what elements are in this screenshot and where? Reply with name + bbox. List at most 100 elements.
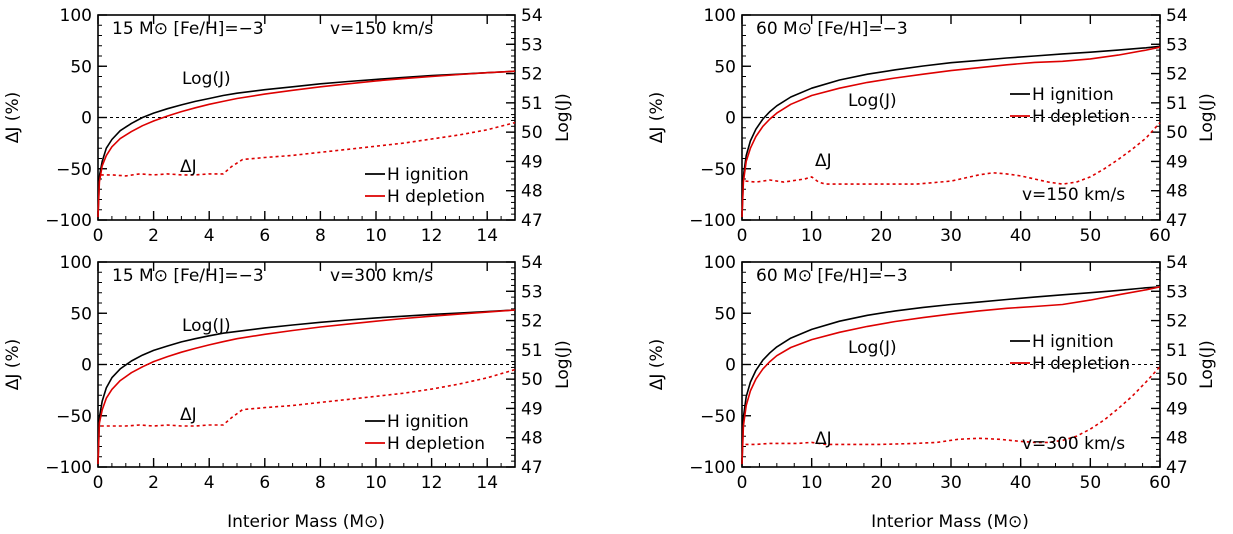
y2-tick-label: 53: [521, 35, 543, 55]
annotation-logj: Log(J): [848, 338, 897, 358]
legend-label: H depletion: [387, 187, 485, 207]
panel-top-left: 0 2 4 6 8 10 12 14 100 50 0 −50 −100 54 53 52 51 50 49 48 47…: [3, 6, 573, 246]
x-tick-label: 0: [93, 473, 104, 493]
y2-tick-label: 52: [1166, 312, 1188, 332]
x-tick-label: 8: [315, 473, 326, 493]
series-line-h-depletion: [741, 286, 1161, 465]
y-tick-label: 0: [725, 109, 736, 129]
y-tick-label: 0: [81, 356, 92, 376]
y2-tick-label: 50: [1166, 370, 1188, 390]
annotation-delta-j: ΔJ: [180, 405, 197, 425]
y2-tick-label: 51: [1166, 341, 1188, 361]
y-tick-label: 100: [704, 6, 736, 26]
velocity-label: v=300 km/s: [1022, 434, 1125, 454]
y-tick-label: 50: [70, 304, 92, 324]
y2-tick-label: 47: [521, 211, 543, 231]
y2-tick-label: 47: [1166, 211, 1188, 231]
y2-axis-title: Log(J): [1197, 93, 1217, 142]
series-line-h-depletion: [97, 70, 516, 218]
x-tick-label: 4: [204, 226, 215, 246]
y-tick-label: 50: [714, 57, 736, 77]
legend-label: H depletion: [1032, 107, 1130, 127]
y-tick-label: −50: [56, 160, 92, 180]
y-axis-title: ΔJ (%): [3, 92, 23, 143]
velocity-label: v=150 km/s: [1022, 185, 1125, 205]
x-tick-label: 14: [476, 226, 498, 246]
x-tick-label: 10: [801, 226, 823, 246]
y2-tick-label: 48: [1166, 429, 1188, 449]
x-tick-label: 4: [204, 473, 215, 493]
y2-tick-label: 51: [521, 341, 543, 361]
x-tick-label: 6: [259, 473, 270, 493]
legend-label: H ignition: [387, 165, 469, 185]
y-tick-label: −100: [689, 458, 736, 478]
y-tick-label: 100: [60, 253, 92, 273]
panels: 0 2 4 6 8 10 12 14100500−50−1005453525150494847…: [3, 6, 1217, 493]
y2-tick-label: 54: [1166, 253, 1188, 273]
panel-bottom-left: 0 2 4 6 8 10 12 14 100 50 0 −50 −100 54 53 52 51 50 49 48 47…: [3, 253, 573, 493]
y2-tick-label: 52: [1166, 65, 1188, 85]
velocity-label: v=300 km/s: [330, 266, 433, 286]
y-axis-title: ΔJ (%): [647, 92, 667, 143]
panel-title: 60 M⊙ [Fe/H]=−3: [756, 19, 908, 39]
x-tick-label: 10: [365, 473, 387, 493]
x-tick-label: 30: [940, 473, 962, 493]
y2-tick-label: 54: [1166, 6, 1188, 26]
y2-tick-label: 47: [1166, 458, 1188, 478]
panel-title: 15 M⊙ [Fe/H]=−3: [112, 19, 264, 39]
x-tick-label: 10: [365, 226, 387, 246]
y2-tick-label: 53: [1166, 35, 1188, 55]
x-tick-label: 50: [1080, 473, 1102, 493]
legend-label: H ignition: [1032, 332, 1114, 352]
y-axis-title: ΔJ (%): [647, 339, 667, 390]
y-tick-label: −50: [700, 407, 736, 427]
x-tick-label: 6: [259, 226, 270, 246]
y-tick-label: −50: [700, 160, 736, 180]
y-tick-label: −100: [45, 211, 92, 231]
annotation-logj: Log(J): [848, 91, 897, 111]
y-tick-label: −50: [56, 407, 92, 427]
y2-tick-label: 48: [1166, 182, 1188, 202]
x-tick-label: 0: [737, 226, 748, 246]
y2-tick-label: 53: [1166, 282, 1188, 302]
x-tick-label: 60: [1149, 473, 1171, 493]
y2-tick-label: 53: [521, 282, 543, 302]
x-tick-label: 14: [476, 473, 498, 493]
x-tick-label: 30: [940, 226, 962, 246]
y-tick-label: 0: [725, 356, 736, 376]
y2-tick-label: 54: [521, 253, 543, 273]
series-line-delta-j: [100, 368, 516, 427]
panel-bottom-right: 0 10 20 30 40 50 60 100 50 0 −50 −100 54 53 52 51 50 49 48…: [647, 253, 1217, 493]
series-line-h-depletion: [97, 309, 516, 465]
x-tick-label: 8: [315, 226, 326, 246]
x-axis-title-right: Interior Mass (M⊙): [871, 512, 1029, 532]
y2-tick-label: 51: [521, 94, 543, 114]
y2-tick-label: 52: [521, 65, 543, 85]
y2-tick-label: 49: [521, 152, 543, 172]
annotation-delta-j: ΔJ: [815, 151, 832, 171]
annotation-delta-j: ΔJ: [815, 429, 832, 449]
annotation-delta-j: ΔJ: [180, 157, 197, 177]
y-tick-label: 0: [81, 109, 92, 129]
series-line-h-ignition: [97, 309, 516, 465]
x-tick-label: 2: [148, 226, 159, 246]
y-axis-title: ΔJ (%): [3, 339, 23, 390]
x-tick-label: 2: [148, 473, 159, 493]
x-tick-label: 12: [421, 226, 443, 246]
y2-axis-title: Log(J): [553, 340, 573, 389]
x-tick-label: 0: [737, 473, 748, 493]
series-line-delta-j: [745, 122, 1161, 185]
y-tick-label: 100: [60, 6, 92, 26]
y-tick-label: 50: [714, 304, 736, 324]
y-tick-label: −100: [45, 458, 92, 478]
series-line-h-ignition: [741, 286, 1161, 465]
x-tick-label: 40: [1010, 473, 1032, 493]
series-line-h-depletion: [741, 46, 1161, 218]
x-tick-label: 40: [1010, 226, 1032, 246]
legend-label: H ignition: [1032, 85, 1114, 105]
y2-tick-label: 50: [521, 123, 543, 143]
y2-tick-label: 49: [1166, 399, 1188, 419]
panel-top-right: 0 10 20 30 40 50 60 100 50 0 −50 −100 54 53 52 51 50 49 48…: [647, 6, 1217, 246]
y2-axis-title: Log(J): [553, 93, 573, 142]
